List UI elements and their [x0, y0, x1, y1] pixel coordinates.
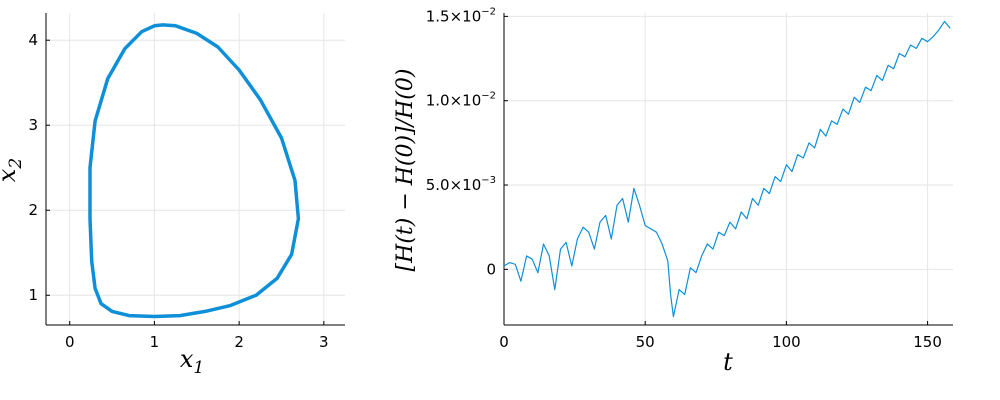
x-tick-label: 0	[65, 333, 75, 351]
x-tick-label: 150	[913, 333, 942, 351]
x-tick-label: 2	[234, 333, 244, 351]
y-tick-label: 5.0×10−3	[426, 175, 496, 194]
series-line	[88, 23, 301, 319]
x-axis-label: x1	[180, 345, 204, 378]
y-tick-label: 1.5×10−2	[426, 6, 496, 25]
y-axis-label: x2	[0, 158, 26, 182]
y-tick-label: 0	[486, 260, 496, 278]
x-tick-label: 50	[636, 333, 655, 351]
energy-error-plot: 0 50 100 150 0 5.0×10−3 1.0×10−2 1.5×10−2 t [H(t)…	[393, 6, 953, 376]
y-tick-label: 3	[28, 116, 38, 134]
y-tick-label: 4	[28, 31, 38, 49]
x-tick-label: 1	[150, 333, 160, 351]
x-tick-label: 0	[499, 333, 509, 351]
y-tick-label: 2	[28, 201, 38, 219]
x-tick-label: 100	[772, 333, 801, 351]
y-tick-label: 1	[28, 286, 38, 304]
x-tick-label: 3	[319, 333, 329, 351]
y-tick-label: 1.0×10−2	[426, 91, 496, 110]
y-axis-label: [H(t) − H(0)]/H(0)	[393, 69, 418, 272]
phase-portrait-plot: 0 1 2 3 1 2 3 4 x1 x2	[0, 13, 345, 378]
series-line	[503, 20, 951, 318]
x-axis-label: t	[723, 348, 733, 376]
